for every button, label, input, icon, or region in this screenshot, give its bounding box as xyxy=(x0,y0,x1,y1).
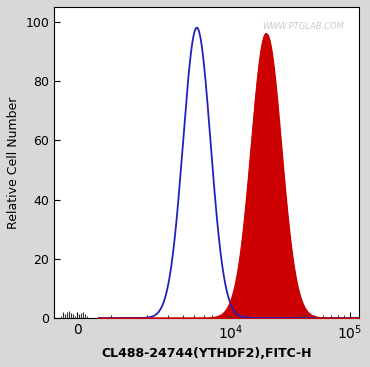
Y-axis label: Relative Cell Number: Relative Cell Number xyxy=(7,96,20,229)
X-axis label: CL488-24744(YTHDF2),FITC-H: CL488-24744(YTHDF2),FITC-H xyxy=(101,347,312,360)
Text: WWW.PTGLAB.COM: WWW.PTGLAB.COM xyxy=(262,22,344,31)
